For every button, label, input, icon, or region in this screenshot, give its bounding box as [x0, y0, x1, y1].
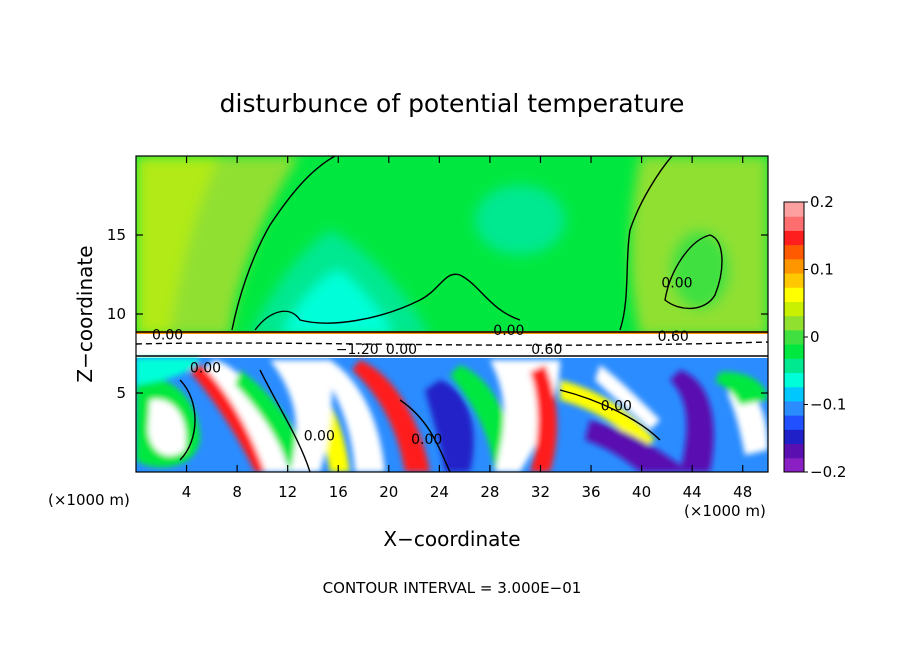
lower-blue-core-a [425, 380, 474, 472]
contour-label: 0.00 [661, 275, 692, 291]
contour-label: −1.20 [336, 342, 379, 358]
x-tick-label: 12 [278, 483, 297, 501]
inversion-layer-band [136, 332, 768, 358]
colorbar-swatch [784, 358, 804, 374]
colorbar-swatch [784, 315, 804, 331]
y-tick-label: 10 [107, 305, 126, 323]
colorbar-swatch [784, 429, 804, 445]
colorbar-swatch [784, 244, 804, 260]
lower-red-band-c [530, 365, 557, 472]
colorbar-swatch [784, 457, 804, 473]
z-unit-label: (×1000 m) [48, 491, 130, 509]
colorbar-swatch [784, 443, 804, 459]
colorbar-swatch [784, 372, 804, 388]
lower-white-plume-a [205, 360, 290, 472]
upper-cyan-region [280, 270, 395, 336]
contour-interval-annotation: CONTOUR INTERVAL = 3.000E−01 [323, 579, 582, 597]
y-axis-label: Z−coordinate [73, 245, 97, 382]
contour-line-upper-left [231, 156, 336, 331]
contour-line-lower-a [179, 379, 196, 461]
lower-white-plume-b [322, 360, 385, 472]
contour-label: 0.00 [386, 342, 417, 358]
contour-label: 0.00 [601, 399, 632, 415]
x-axis-label: X−coordinate [383, 527, 520, 551]
contour-label: 0.00 [493, 323, 524, 339]
lower-white-plume-c [270, 360, 332, 472]
colorbar-tick-label: 0.2 [810, 193, 834, 211]
lower-red-band-b [352, 360, 430, 472]
contour-line-upper-center [254, 273, 521, 331]
x-tick-label: 24 [430, 483, 449, 501]
contour-line-upper-right [619, 156, 673, 331]
contour-label: 0.00 [411, 432, 442, 448]
colorbar-swatch [784, 344, 804, 359]
colorbar-swatch [784, 216, 804, 231]
lower-left-white-swirl [148, 399, 186, 456]
lower-green-plume-a [235, 370, 310, 472]
x-tick-label: 36 [581, 483, 600, 501]
x-tick-label: 20 [379, 483, 398, 501]
x-tick-label: 48 [733, 483, 752, 501]
colorbar-tick-label: −0.2 [810, 463, 846, 481]
contour-loop-upper-right [664, 234, 723, 310]
upper-cyan-patch [475, 185, 565, 255]
contour-line-lower-b [259, 369, 311, 472]
colorbar-swatch [784, 301, 804, 317]
upper-right-light-patch [670, 230, 730, 310]
x-tick-label: 8 [232, 483, 242, 501]
colorbar-swatch [784, 273, 804, 288]
contour-label: 0.00 [152, 328, 183, 344]
colorbar-swatch [784, 230, 804, 246]
x-tick-label: 40 [632, 483, 651, 501]
colorbar-swatch [784, 258, 804, 274]
upper-left-weak-positive-region [136, 156, 220, 336]
plot-area: 0.00 0.00 −1.20 0.00 0.00 0.00 0.00 0.60 0.00 0.6… [107, 155, 769, 501]
contour-line-lower-c [559, 389, 661, 441]
x-tick-label: 16 [329, 483, 348, 501]
lower-purple-core-b [670, 370, 714, 472]
colorbar: 0.2 0.1 0 −0.1 −0.2 [783, 193, 846, 481]
colorbar-tick-label: 0 [810, 328, 820, 346]
colorbar-swatch [784, 287, 804, 302]
y-tick-label: 5 [116, 384, 126, 402]
contour-line-inversion-mid [136, 341, 768, 346]
colorbar-swatch [784, 386, 804, 402]
contour-label: 0.60 [658, 329, 689, 345]
colorbar-tick-label: 0.1 [810, 261, 834, 279]
lower-left-cyan-swirl [136, 358, 200, 385]
x-tick-label: 44 [683, 483, 702, 501]
contour-label: 0.00 [304, 429, 335, 445]
y-axis: 5 10 15 [107, 226, 768, 402]
colorbar-swatch [784, 329, 804, 345]
lower-right-green-swirl [715, 371, 768, 405]
lower-white-plume-e [595, 365, 660, 430]
x-tick-label: 4 [182, 483, 192, 501]
contour-line-lower-d [399, 399, 451, 472]
contour-label: 0.60 [531, 342, 562, 358]
colorbar-swatch [784, 400, 804, 416]
contour-labels: 0.00 0.00 −1.20 0.00 0.00 0.00 0.00 0.60 0.00 0.6… [152, 275, 693, 447]
x-axis: 4 8 12 16 20 24 28 32 36 40 44 48 [182, 156, 752, 501]
x-tick-label: 28 [480, 483, 499, 501]
x-tick-label: 32 [531, 483, 550, 501]
colorbar-tick-label: −0.1 [810, 396, 846, 414]
contour-label: 0.00 [190, 361, 221, 377]
y-tick-label: 15 [107, 226, 126, 244]
chart-title: disturbunce of potential temperature [220, 89, 685, 118]
x-unit-label: (×1000 m) [684, 502, 766, 520]
colorbar-swatch [784, 415, 804, 430]
colorbar-swatch [784, 202, 804, 217]
lower-purple-core-a [585, 420, 690, 472]
